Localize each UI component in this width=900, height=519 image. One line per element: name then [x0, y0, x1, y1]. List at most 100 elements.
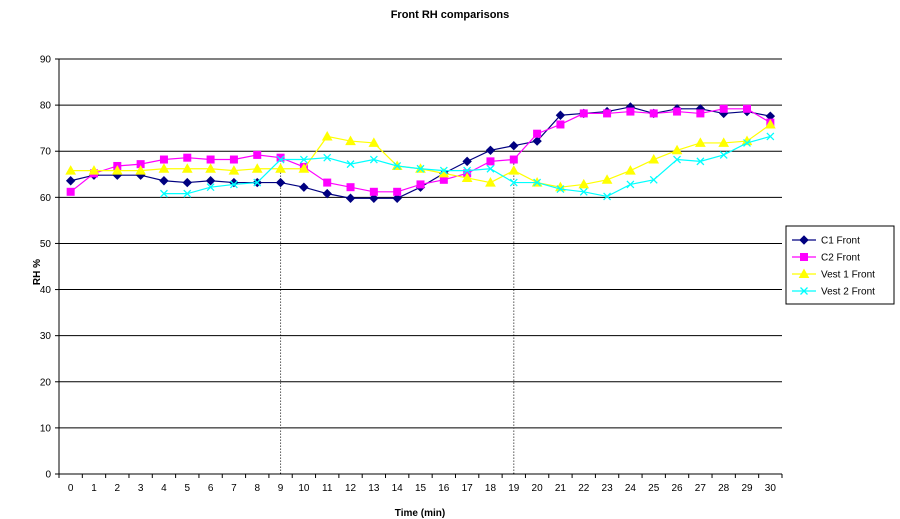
- data-point-c2-front: [626, 107, 635, 116]
- data-point-vest-1-front: [601, 174, 613, 184]
- x-tick-label: 26: [671, 483, 683, 494]
- data-point-vest-2-front: [649, 175, 658, 184]
- data-point-vest-2-front: [299, 155, 308, 164]
- data-point-vest-1-front: [298, 163, 310, 173]
- data-point-c2-front: [276, 153, 285, 162]
- data-point-vest-2-front: [159, 189, 168, 198]
- data-point-vest-1-front: [181, 163, 193, 173]
- data-point-c2-front: [649, 109, 658, 118]
- y-axis-label: RH %: [32, 259, 43, 285]
- data-point-vest-2-front: [276, 155, 285, 164]
- y-tick-label: 50: [40, 239, 52, 250]
- y-tick-label: 0: [45, 470, 51, 481]
- data-point-vest-1-front: [65, 165, 77, 175]
- legend-label-c1-front: C1 Front: [821, 236, 860, 247]
- legend-label-vest-1-front: Vest 1 Front: [821, 270, 875, 281]
- x-tick-label: 11: [322, 483, 333, 494]
- data-point-vest-2-front: [369, 155, 378, 164]
- data-point-c2-front: [66, 187, 75, 196]
- x-tick-label: 4: [161, 483, 167, 494]
- data-point-vest-2-front: [416, 164, 425, 173]
- legend-marker-vest-1-front: [798, 268, 810, 278]
- data-point-vest-1-front: [764, 118, 776, 129]
- data-point-vest-2-front: [229, 180, 238, 189]
- data-point-vest-2-front: [719, 150, 728, 159]
- data-point-vest-1-front: [158, 163, 170, 173]
- series-line-vest-2-front: [163, 135, 771, 198]
- x-tick-label: 5: [184, 483, 190, 494]
- y-tick-label: 20: [40, 377, 52, 388]
- data-point-c2-front: [439, 175, 448, 184]
- x-tick-label: 19: [508, 483, 520, 494]
- data-point-vest-2-front: [463, 166, 472, 175]
- y-tick-label: 80: [40, 101, 52, 112]
- data-point-vest-1-front: [275, 163, 286, 173]
- data-point-c1-front: [345, 193, 356, 203]
- data-point-vest-1-front: [695, 137, 706, 147]
- y-tick-label: 40: [40, 285, 52, 296]
- y-tick-label: 30: [40, 331, 52, 342]
- data-point-c2-front: [603, 109, 612, 118]
- x-tick-label: 12: [345, 483, 357, 494]
- series-line-c2-front: [70, 108, 771, 193]
- data-point-vest-2-front: [673, 155, 682, 164]
- x-tick-label: 7: [231, 483, 237, 494]
- data-point-vest-2-front: [323, 153, 332, 162]
- data-point-c1-front: [322, 188, 332, 199]
- x-tick-label: 28: [718, 483, 730, 494]
- data-point-vest-2-front: [509, 178, 518, 187]
- data-point-c1-front: [485, 145, 496, 156]
- y-tick-label: 60: [40, 193, 52, 204]
- x-tick-label: 24: [625, 483, 637, 494]
- x-tick-label: 16: [438, 483, 450, 494]
- x-tick-label: 30: [765, 483, 777, 494]
- data-point-c1-front: [462, 156, 472, 167]
- data-point-c2-front: [183, 153, 192, 162]
- data-point-c1-front: [159, 176, 169, 186]
- data-point-c2-front: [743, 104, 752, 113]
- data-point-vest-1-front: [228, 165, 240, 175]
- x-tick-label: 27: [695, 483, 707, 494]
- data-point-vest-1-front: [578, 178, 590, 189]
- data-point-vest-1-front: [135, 165, 146, 175]
- legend-marker-c2-front: [800, 253, 808, 261]
- data-point-c1-front: [369, 193, 379, 203]
- data-point-vest-2-front: [626, 180, 635, 189]
- x-tick-label: 29: [741, 483, 753, 494]
- data-point-c2-front: [416, 180, 425, 189]
- data-point-vest-1-front: [461, 172, 473, 182]
- data-point-vest-2-front: [253, 178, 262, 187]
- data-point-c2-front: [719, 104, 728, 113]
- chart-title: Front RH comparisons: [391, 9, 510, 21]
- data-point-vest-1-front: [321, 130, 333, 141]
- x-tick-label: 22: [578, 483, 590, 494]
- data-point-vest-1-front: [368, 137, 380, 147]
- data-point-c1-front: [205, 176, 216, 186]
- data-point-vest-2-front: [439, 166, 448, 175]
- data-point-vest-1-front: [111, 165, 123, 175]
- data-point-c2-front: [509, 155, 518, 164]
- data-point-vest-2-front: [206, 183, 215, 192]
- data-point-c2-front: [533, 129, 542, 138]
- data-point-vest-2-front: [603, 192, 612, 201]
- x-tick-label: 23: [602, 483, 614, 494]
- data-point-vest-2-front: [556, 185, 565, 193]
- data-point-vest-1-front: [485, 177, 496, 187]
- data-point-vest-2-front: [579, 187, 588, 196]
- data-point-c1-front: [532, 136, 542, 146]
- data-point-vest-1-front: [671, 144, 683, 155]
- x-tick-label: 25: [648, 483, 660, 494]
- x-axis-label: Time (min): [395, 508, 445, 519]
- data-point-c2-front: [323, 178, 332, 187]
- data-point-c2-front: [346, 183, 355, 192]
- data-point-vest-2-front: [346, 160, 355, 169]
- data-point-c2-front: [393, 187, 402, 196]
- data-point-c1-front: [299, 182, 309, 192]
- x-tick-label: 15: [415, 483, 427, 494]
- data-point-c2-front: [369, 187, 378, 196]
- data-point-c2-front: [696, 109, 705, 118]
- data-point-vest-2-front: [393, 162, 402, 170]
- legend-marker-vest-2-front: [800, 287, 808, 295]
